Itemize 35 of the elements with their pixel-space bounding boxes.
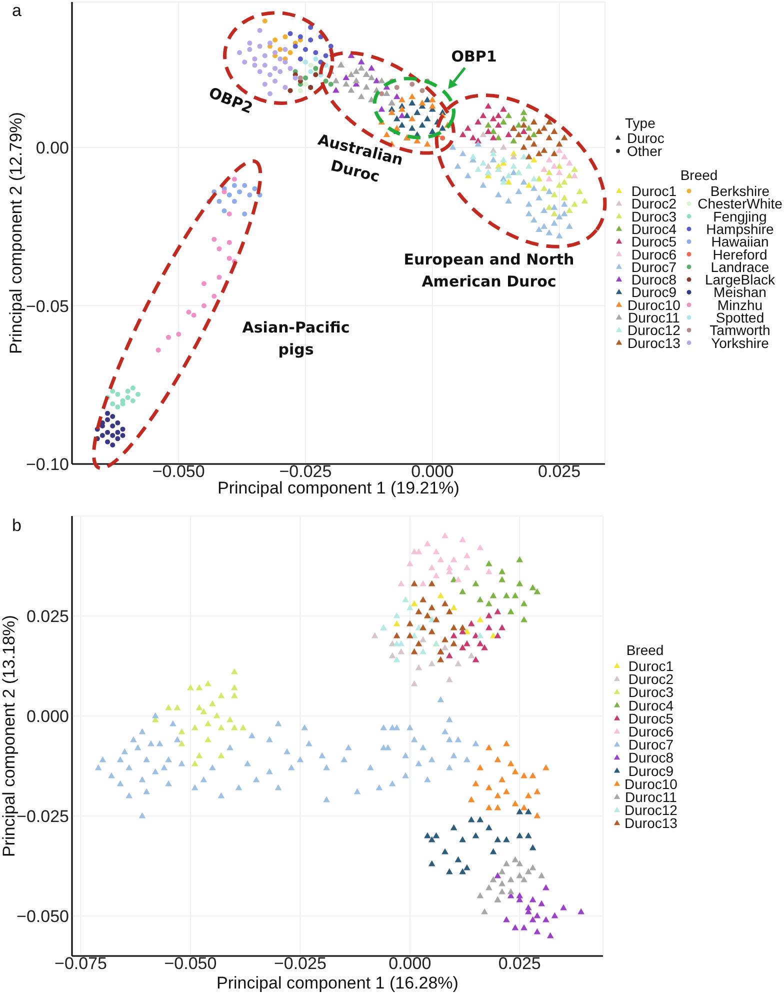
y-tick-label: 0.025 bbox=[26, 607, 69, 626]
x-tick-label: −0.050 bbox=[164, 954, 217, 974]
annotation: European and North American Duroc bbox=[404, 250, 574, 290]
legend-title: Breed bbox=[626, 642, 664, 658]
y-tick-label: 0.000 bbox=[26, 707, 69, 726]
y-tick-label: −0.05 bbox=[26, 296, 69, 316]
annotation: OBP2 bbox=[206, 84, 256, 118]
legend-label: Duroc6 bbox=[628, 724, 674, 740]
x-axis-title: Principal component 1 (16.28%) bbox=[216, 974, 458, 992]
chart-title: b bbox=[12, 516, 22, 535]
y-tick-label: −0.050 bbox=[16, 907, 69, 926]
x-tick-label: 0.000 bbox=[411, 462, 454, 482]
chart-title: a bbox=[12, 1, 22, 20]
text: Type bbox=[625, 115, 656, 131]
text: Other bbox=[627, 143, 662, 159]
text: Duroc bbox=[627, 130, 664, 146]
y-tick-label: −0.025 bbox=[16, 807, 69, 826]
x-tick-label: 0.000 bbox=[388, 954, 432, 974]
y-tick-label: 0.00 bbox=[36, 138, 69, 158]
x-axis-title: Principal component 1 (19.21%) bbox=[218, 478, 460, 498]
legend-label: Duroc1 bbox=[628, 658, 674, 674]
x-tick-label: 0.025 bbox=[498, 954, 541, 974]
legend-label: Duroc11 bbox=[625, 789, 678, 805]
x-tick-label: −0.025 bbox=[274, 954, 326, 974]
legend-label: Yorkshire bbox=[711, 334, 770, 351]
y-tick-label: −0.10 bbox=[26, 455, 69, 474]
x-tick-label: −0.025 bbox=[279, 462, 332, 482]
y-axis-title: Principal component 2 (12.79%) bbox=[6, 112, 26, 354]
x-tick-label: 0.025 bbox=[538, 462, 581, 482]
x-tick-label: −0.050 bbox=[152, 462, 205, 482]
y-axis-title: Principal component 2 (13.18%) bbox=[0, 615, 18, 857]
annotation: OBP1 bbox=[451, 48, 497, 66]
annotation: Asian-Pacific pigs bbox=[242, 318, 350, 358]
legend-title: Breed bbox=[680, 167, 718, 183]
x-tick-label: −0.075 bbox=[54, 954, 108, 974]
